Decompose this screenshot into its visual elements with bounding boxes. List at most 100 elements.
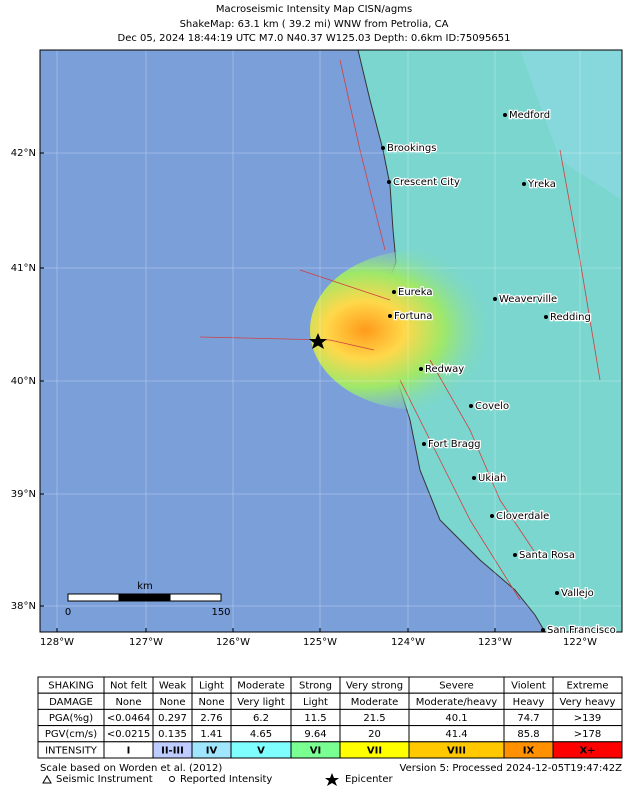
- table-value: VI: [310, 745, 321, 756]
- table-value: Very light: [237, 697, 285, 708]
- city-dot: [392, 290, 396, 294]
- table-value: 0.135: [158, 729, 187, 740]
- lon-label: 127°W: [129, 637, 163, 648]
- table-value: 0.297: [158, 713, 187, 724]
- row-header: INTENSITY: [45, 745, 98, 756]
- table-value: IX: [523, 745, 535, 756]
- scale-end: 150: [211, 607, 230, 618]
- table-value: Very heavy: [560, 697, 616, 708]
- map-subtitle: ShakeMap: 63.1 km ( 39.2 mi) WNW from Pe…: [180, 19, 449, 30]
- table-value: 85.8: [517, 729, 539, 740]
- city-dot: [503, 113, 507, 117]
- table-value: Strong: [299, 681, 332, 692]
- lat-label: 38°N: [11, 601, 36, 612]
- city-dot: [419, 367, 423, 371]
- table-value: 9.64: [304, 729, 326, 740]
- table-value: Heavy: [513, 697, 545, 708]
- city-label: Fort Bragg: [428, 439, 481, 450]
- city-label: Santa Rosa: [519, 550, 575, 561]
- map-area: [40, 50, 622, 632]
- table-value: Moderate: [351, 697, 399, 708]
- table-value: 20: [368, 729, 381, 740]
- table-value: Extreme: [566, 681, 608, 692]
- reported-icon: [169, 776, 175, 782]
- city-dot: [541, 628, 545, 632]
- city-dot: [422, 442, 426, 446]
- scale-unit: km: [137, 581, 153, 592]
- city-dot: [469, 404, 473, 408]
- table-value: Light: [303, 697, 328, 708]
- graticule: [40, 50, 622, 632]
- table-value: VII: [367, 745, 382, 756]
- lon-label: 123°W: [478, 637, 512, 648]
- row-header: SHAKING: [48, 681, 93, 692]
- table-value: Moderate: [237, 681, 285, 692]
- land-shade: [520, 50, 622, 200]
- table-value: X+: [579, 745, 595, 756]
- table-value: Severe: [439, 681, 474, 692]
- table-value: 74.7: [517, 713, 539, 724]
- city-dot: [555, 591, 559, 595]
- city-label: Weaverville: [499, 294, 557, 305]
- city-dot: [472, 476, 476, 480]
- table-value: <0.0215: [107, 729, 150, 740]
- table-value: <0.0464: [107, 713, 150, 724]
- epicenter-icon: [325, 773, 339, 786]
- scale-seg: [67, 593, 120, 602]
- legend-reported: Reported Intensity: [180, 774, 272, 785]
- table-value: None: [159, 697, 185, 708]
- city-label: Crescent City: [393, 177, 460, 188]
- version: Version 5: Processed 2024-12-05T19:47:42…: [400, 763, 623, 774]
- lat-label: 39°N: [11, 489, 36, 500]
- table-value: Very strong: [346, 681, 403, 692]
- table-value: None: [198, 697, 224, 708]
- table-value: Not felt: [110, 681, 147, 692]
- table-value: 21.5: [363, 713, 385, 724]
- city-label: Redway: [425, 364, 464, 375]
- city-label: Fortuna: [394, 311, 432, 322]
- city-label: Vallejo: [561, 588, 594, 599]
- table-value: Violent: [511, 681, 546, 692]
- scale-start: 0: [65, 607, 71, 618]
- table-value: 4.65: [250, 729, 272, 740]
- scale-seg: [118, 593, 171, 602]
- table-value: 40.1: [445, 713, 467, 724]
- map-title: Macroseismic Intensity Map CISN/agms: [216, 4, 412, 15]
- city-label: Yreka: [527, 179, 556, 190]
- table-value: 6.2: [253, 713, 269, 724]
- table-value: 1.41: [200, 729, 222, 740]
- city-label: Covelo: [475, 401, 509, 412]
- city-dot: [387, 180, 391, 184]
- event-details: Dec 05, 2024 18:44:19 UTC M7.0 N40.37 W1…: [118, 33, 511, 44]
- table-value: 11.5: [304, 713, 326, 724]
- legend-epicenter: Epicenter: [345, 774, 394, 785]
- city-label: Redding: [550, 312, 591, 323]
- city-dot: [493, 297, 497, 301]
- lon-label: 126°W: [216, 637, 250, 648]
- lon-label: 125°W: [303, 637, 337, 648]
- city-dot: [381, 146, 385, 150]
- table-value: 2.76: [200, 713, 222, 724]
- table-value: >139: [574, 713, 601, 724]
- city-label: San Francisco: [547, 625, 616, 636]
- city-dot: [544, 315, 548, 319]
- table-value: IV: [206, 745, 218, 756]
- row-header: PGA(%g): [49, 713, 93, 724]
- table-value: None: [115, 697, 141, 708]
- table-value: I: [127, 745, 131, 756]
- table-value: Light: [199, 681, 224, 692]
- city-dot: [388, 314, 392, 318]
- table-value: 41.4: [445, 729, 467, 740]
- lon-label: 128°W: [40, 637, 74, 648]
- city-dot: [513, 553, 517, 557]
- instrument-icon: [42, 774, 52, 784]
- city-label: Brookings: [387, 143, 436, 154]
- scale-note: Scale based on Worden et al. (2012): [40, 763, 222, 774]
- lat-label: 41°N: [11, 263, 36, 274]
- lon-label: 124°W: [391, 637, 425, 648]
- city-dot: [522, 182, 526, 186]
- table-value: >178: [574, 729, 601, 740]
- table-cell: [552, 741, 623, 759]
- map-frame: [39, 49, 623, 633]
- lon-label: 122°W: [563, 637, 597, 648]
